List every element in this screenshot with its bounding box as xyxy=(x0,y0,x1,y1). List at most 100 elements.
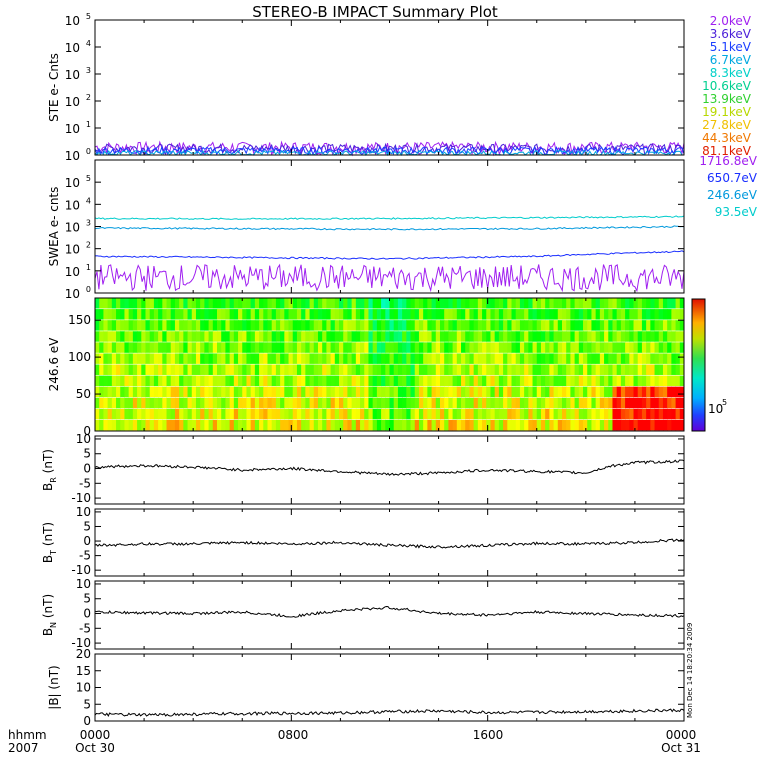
heatmap-cell xyxy=(153,419,159,431)
heatmap-cell xyxy=(402,342,407,353)
heatmap-cell xyxy=(608,419,613,431)
heatmap-cell xyxy=(469,364,475,375)
heatmap-cell xyxy=(288,375,294,387)
heatmap-cell xyxy=(646,386,651,398)
heatmap-cell xyxy=(263,375,268,387)
heatmap-cell xyxy=(162,375,168,387)
heatmap-cell xyxy=(570,408,576,420)
heatmap-cell xyxy=(549,364,555,375)
ste-legend-item: 10.6keV xyxy=(702,79,752,93)
heatmap-cell xyxy=(679,353,685,364)
heatmap-cell xyxy=(120,309,125,320)
heatmap-cell xyxy=(149,298,155,309)
heatmap-cell xyxy=(456,364,462,375)
heatmap-cell xyxy=(132,375,138,387)
heatmap-cell xyxy=(503,397,508,409)
heatmap-cell xyxy=(591,298,597,309)
heatmap-cell xyxy=(372,298,378,309)
heatmap-cell xyxy=(641,309,647,320)
heatmap-cell xyxy=(158,375,163,387)
plot-title: STEREO-B IMPACT Summary Plot xyxy=(252,3,498,21)
heatmap-cell xyxy=(435,342,441,353)
heatmap-cell xyxy=(221,298,226,309)
heatmap-cell xyxy=(604,419,609,431)
heatmap-cell xyxy=(137,375,142,387)
heatmap-cell xyxy=(578,364,584,375)
heatmap-cell xyxy=(162,309,168,320)
heatmap-cell xyxy=(204,320,210,331)
heatmap-cell xyxy=(608,331,613,342)
heatmap-cell xyxy=(498,408,504,420)
heatmap-cell xyxy=(124,331,130,342)
heatmap-cell xyxy=(549,342,555,353)
heatmap-cell xyxy=(208,353,214,364)
heatmap-cell xyxy=(612,397,618,409)
heatmap-cell xyxy=(515,397,521,409)
heatmap-cell xyxy=(187,309,193,320)
heatmap-cell xyxy=(675,331,681,342)
heatmap-cell xyxy=(641,419,647,431)
heatmap-cell xyxy=(402,386,407,398)
heatmap-cell xyxy=(662,397,668,409)
heatmap-cell xyxy=(271,375,277,387)
heatmap-cell xyxy=(553,331,559,342)
heatmap-cell xyxy=(448,331,454,342)
heatmap-cell xyxy=(204,397,210,409)
heatmap-cell xyxy=(553,386,559,398)
y-tick-label: 10 xyxy=(65,243,80,257)
heatmap-cell xyxy=(95,342,100,353)
heatmap-cell xyxy=(183,342,189,353)
heatmap-cell xyxy=(402,419,407,431)
heatmap-cell xyxy=(553,397,559,409)
heatmap-cell xyxy=(427,320,433,331)
heatmap-cell xyxy=(536,298,542,309)
heatmap-cell xyxy=(372,375,378,387)
heatmap-cell xyxy=(267,397,273,409)
heatmap-cell xyxy=(372,386,378,398)
heatmap-cell xyxy=(225,375,231,387)
heatmap-cell xyxy=(561,353,567,364)
heatmap-cell xyxy=(418,408,424,420)
heatmap-cell xyxy=(461,353,466,364)
heatmap-cell xyxy=(646,408,651,420)
heatmap-cell xyxy=(326,353,332,364)
heatmap-cell xyxy=(637,353,643,364)
heatmap-cell xyxy=(233,364,239,375)
heatmap-cell xyxy=(225,298,231,309)
heatmap-cell xyxy=(658,309,664,320)
heatmap-cell xyxy=(292,386,298,398)
heatmap-cell xyxy=(212,353,218,364)
heatmap-cell xyxy=(330,386,336,398)
heatmap-cell xyxy=(364,320,369,331)
heatmap-cell xyxy=(233,375,239,387)
heatmap-cell xyxy=(667,419,672,431)
heatmap-cell xyxy=(233,353,239,364)
heatmap-cell xyxy=(511,353,517,364)
heatmap-cell xyxy=(191,331,197,342)
heatmap-cell xyxy=(620,408,626,420)
heatmap-cell xyxy=(296,331,302,342)
heatmap-cell xyxy=(561,331,567,342)
heatmap-cell xyxy=(326,364,332,375)
heatmap-cell xyxy=(242,331,247,342)
heatmap-cell xyxy=(587,386,592,398)
heatmap-cell xyxy=(503,386,508,398)
heatmap-cell xyxy=(95,320,100,331)
heatmap-cell xyxy=(275,342,281,353)
heatmap-cell xyxy=(452,342,458,353)
series-line xyxy=(94,538,685,549)
heatmap-cell xyxy=(418,375,424,387)
heatmap-cell xyxy=(431,331,437,342)
heatmap-cell xyxy=(111,419,117,431)
heatmap-cell xyxy=(309,397,315,409)
heatmap-cell xyxy=(339,364,344,375)
heatmap-cell xyxy=(637,309,643,320)
heatmap-cell xyxy=(292,397,298,409)
heatmap-cell xyxy=(183,386,189,398)
heatmap-cell xyxy=(326,375,332,387)
heatmap-cell xyxy=(137,309,142,320)
heatmap-cell xyxy=(507,419,513,431)
heatmap-cell xyxy=(99,419,104,431)
y-tick-label: 10 xyxy=(65,122,80,136)
heatmap-cell xyxy=(511,419,517,431)
